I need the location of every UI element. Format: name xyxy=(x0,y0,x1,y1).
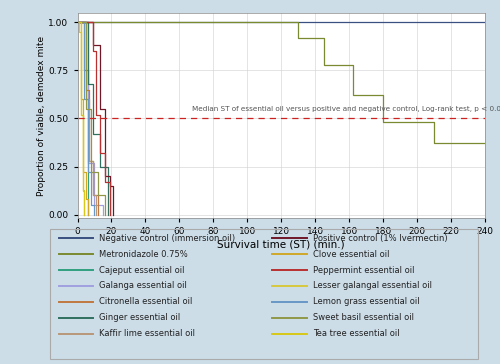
Y-axis label: Proportion of viable, demodex mite: Proportion of viable, demodex mite xyxy=(36,36,46,195)
Text: Citronella essential oil: Citronella essential oil xyxy=(99,297,192,306)
Text: Lemon grass essential oil: Lemon grass essential oil xyxy=(313,297,420,306)
Text: Galanga essential oil: Galanga essential oil xyxy=(99,281,187,290)
Text: Clove essential oil: Clove essential oil xyxy=(313,250,390,259)
Text: Positive control (1% Ivermectin): Positive control (1% Ivermectin) xyxy=(313,234,448,243)
Text: Median ST of essential oil versus positive and negative control, Log-rank test, : Median ST of essential oil versus positi… xyxy=(192,106,500,112)
Text: Lesser galangal essential oil: Lesser galangal essential oil xyxy=(313,281,432,290)
Text: Ginger essential oil: Ginger essential oil xyxy=(99,313,180,322)
Text: Peppermint essential oil: Peppermint essential oil xyxy=(313,266,414,274)
Text: Kaffir lime essential oil: Kaffir lime essential oil xyxy=(99,329,195,338)
X-axis label: Survival time (ST) (min.): Survival time (ST) (min.) xyxy=(218,239,345,249)
Text: Negative control (immersion oil): Negative control (immersion oil) xyxy=(99,234,235,243)
Text: Tea tree essential oil: Tea tree essential oil xyxy=(313,329,400,338)
Text: Sweet basil essential oil: Sweet basil essential oil xyxy=(313,313,414,322)
Text: Metronidazole 0.75%: Metronidazole 0.75% xyxy=(99,250,188,259)
Text: Cajeput essential oil: Cajeput essential oil xyxy=(99,266,184,274)
